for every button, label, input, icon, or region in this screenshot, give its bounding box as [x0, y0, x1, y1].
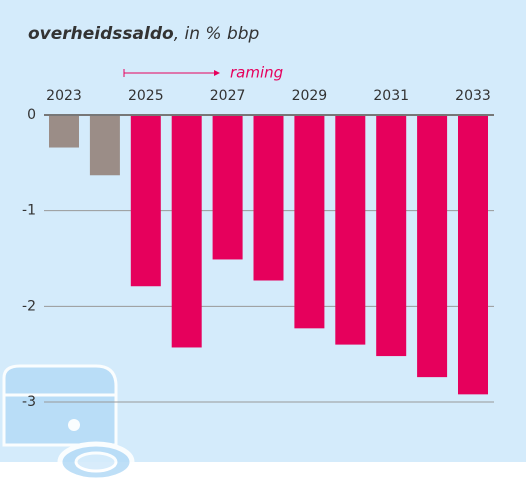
y-tick-label: -3 [22, 394, 36, 410]
annotation: raming [230, 64, 283, 82]
bar [130, 116, 161, 287]
bar [89, 116, 120, 176]
subtitle: , in % bbp [174, 24, 260, 44]
x-tick-label: 2031 [373, 88, 409, 104]
chest-icon [2, 364, 135, 483]
x-tick-label: 2027 [210, 88, 246, 104]
x-tick-label: 2023 [46, 88, 82, 104]
y-tick-label: -2 [22, 298, 36, 314]
x-tick-label: 2025 [128, 88, 164, 104]
x-tick-label: 2029 [292, 88, 328, 104]
bar [171, 116, 202, 348]
bar [417, 116, 448, 378]
bar [458, 116, 488, 395]
bar [49, 116, 79, 148]
bar [294, 116, 325, 329]
y-tick-label: 0 [27, 107, 36, 123]
chart-title: overheidssaldo, in % bbp [28, 24, 260, 44]
bar [212, 116, 243, 260]
x-tick-label: 2033 [455, 88, 491, 104]
bar [335, 116, 366, 345]
bar [253, 116, 284, 281]
arrow-head [214, 70, 220, 76]
title: overheidssaldo [28, 24, 174, 44]
y-tick-label: -1 [22, 203, 36, 219]
bar [376, 116, 407, 357]
